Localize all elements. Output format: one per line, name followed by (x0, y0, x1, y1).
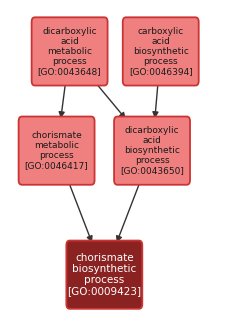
Text: dicarboxylic
acid
biosynthetic
process
[GO:0043650]: dicarboxylic acid biosynthetic process [… (119, 126, 183, 175)
FancyBboxPatch shape (32, 17, 107, 86)
FancyBboxPatch shape (18, 117, 94, 185)
FancyBboxPatch shape (114, 117, 189, 185)
FancyBboxPatch shape (66, 241, 142, 309)
Text: chorismate
metabolic
process
[GO:0046417]: chorismate metabolic process [GO:0046417… (25, 131, 88, 170)
Text: carboxylic
acid
biosynthetic
process
[GO:0046394]: carboxylic acid biosynthetic process [GO… (128, 27, 192, 76)
FancyBboxPatch shape (122, 17, 198, 86)
Text: dicarboxylic
acid
metabolic
process
[GO:0043648]: dicarboxylic acid metabolic process [GO:… (38, 27, 101, 76)
Text: chorismate
biosynthetic
process
[GO:0009423]: chorismate biosynthetic process [GO:0009… (67, 253, 141, 297)
